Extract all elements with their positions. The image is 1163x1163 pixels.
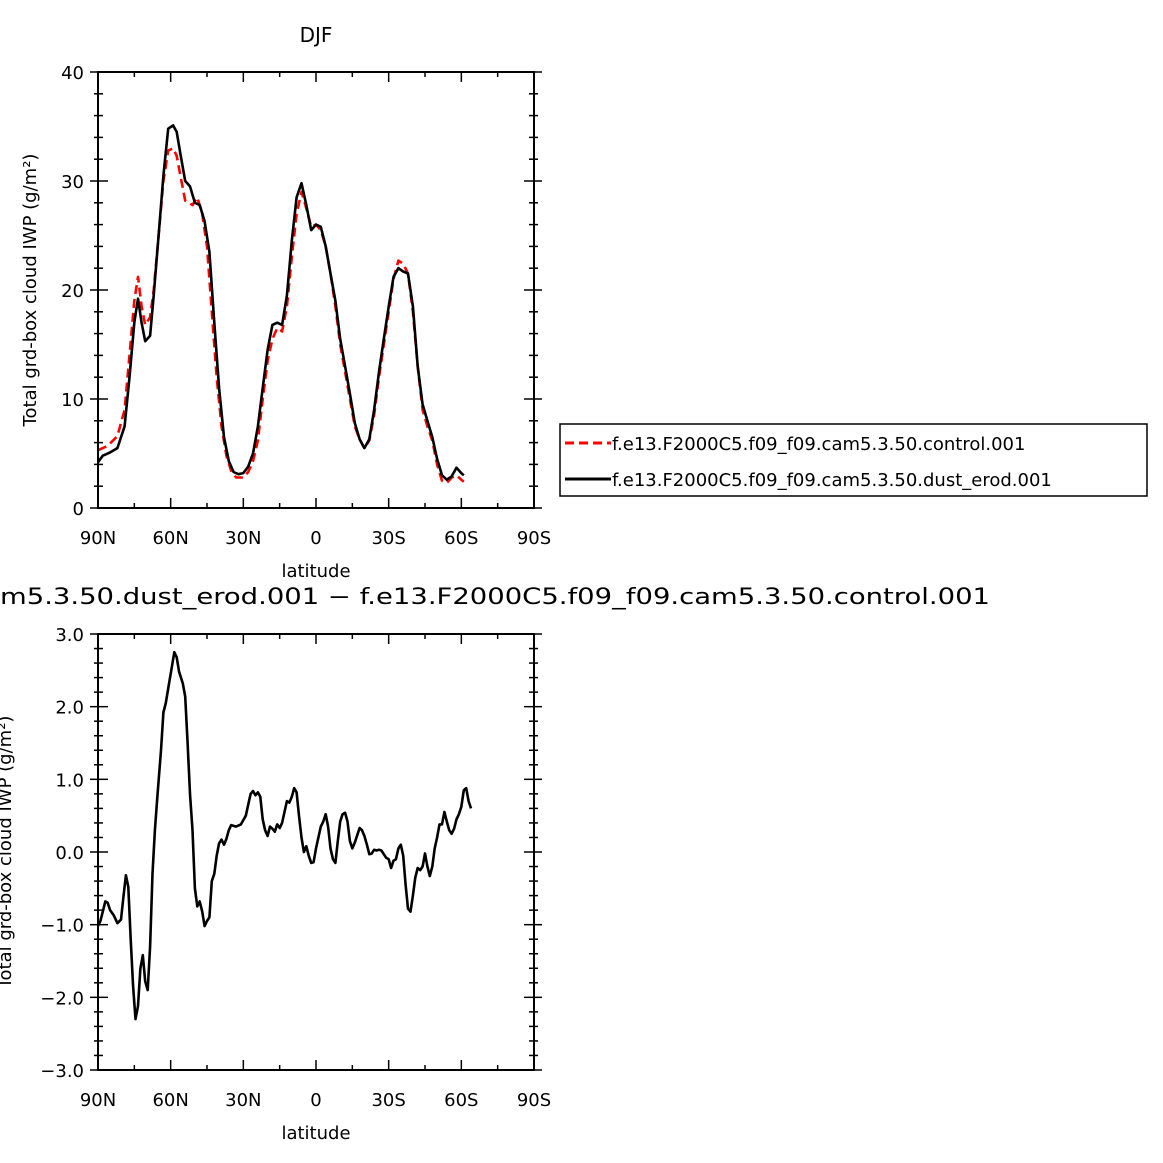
top-y-tick-label: 20 [61,281,84,302]
bottom-x-tick-label: 60N [152,1090,188,1111]
legend: f.e13.F2000C5.f09_f09.cam5.3.50.control.… [559,423,1148,497]
top-x-axis-label: latitude [281,561,350,582]
top-y-tick-label: 30 [61,172,84,193]
top-x-tick-label: 60S [444,528,478,549]
bottom-y-tick-label: −2.0 [40,988,84,1009]
top-x-tick-label: 0 [310,528,321,549]
top-y-tick-label: 40 [61,63,84,84]
bottom-series-line-0 [96,650,473,1021]
bottom-panel: m5.3.50.dust_erod.001 − f.e13.F2000C5.f0… [0,585,990,1144]
top-series-line-1 [96,124,465,481]
bottom-y-tick-label: 2.0 [55,698,84,719]
bottom-y-tick-label: −3.0 [40,1061,84,1082]
bottom-x-tick-label: 90N [80,1090,116,1111]
top-y-tick-label: 10 [61,390,84,411]
top-x-tick-label: 60N [152,528,188,549]
legend-label-dust: f.e13.F2000C5.f09_f09.cam5.3.50.dust_ero… [612,470,1052,491]
top-chart-title: DJF [300,23,333,47]
top-x-tick-label: 30S [371,528,405,549]
bottom-y-axis-label: Total grd-box cloud IWP (g/m²) [0,716,16,990]
bottom-y-tick-label: 3.0 [55,625,84,646]
top-series-line-0 [97,147,465,485]
top-y-axis-label: Total grd-box cloud IWP (g/m²) [20,154,41,428]
bottom-series-lines [96,650,473,1021]
bottom-x-tick-label: 60S [444,1090,478,1111]
legend-label-control: f.e13.F2000C5.f09_f09.cam5.3.50.control.… [612,434,1025,455]
top-x-tick-label: 90N [80,528,116,549]
top-plot-frame [97,71,535,509]
top-x-tick-label: 30N [225,528,261,549]
bottom-x-tick-label: 0 [310,1090,321,1111]
bottom-x-tick-label: 30N [225,1090,261,1111]
bottom-plot-frame [97,633,535,1071]
top-x-tick-label: 90S [517,528,551,549]
bottom-x-axis-label: latitude [281,1123,350,1144]
bottom-chart-title: m5.3.50.dust_erod.001 − f.e13.F2000C5.f0… [0,585,990,610]
top-panel: DJF Total grd-box cloud IWP (g/m²) latit… [20,23,551,582]
bottom-x-tick-label: 30S [371,1090,405,1111]
bottom-y-tick-label: 1.0 [55,770,84,791]
top-series-lines [96,124,465,485]
top-y-tick-label: 0 [73,499,84,520]
bottom-tick-labels: 90N 60N 30N 0 30S 60S 90S −3.0 −2.0 −1.0 0.0 1.0 2.0… [40,625,551,1111]
top-tick-labels: 90N 60N 30N 0 30S 60S 90S 0 10 20 30 40 [61,63,551,549]
bottom-x-tick-label: 90S [517,1090,551,1111]
top-ticks [90,71,542,509]
bottom-y-tick-label: −1.0 [40,916,84,937]
bottom-y-tick-label: 0.0 [55,843,84,864]
legend-box [559,423,1148,497]
